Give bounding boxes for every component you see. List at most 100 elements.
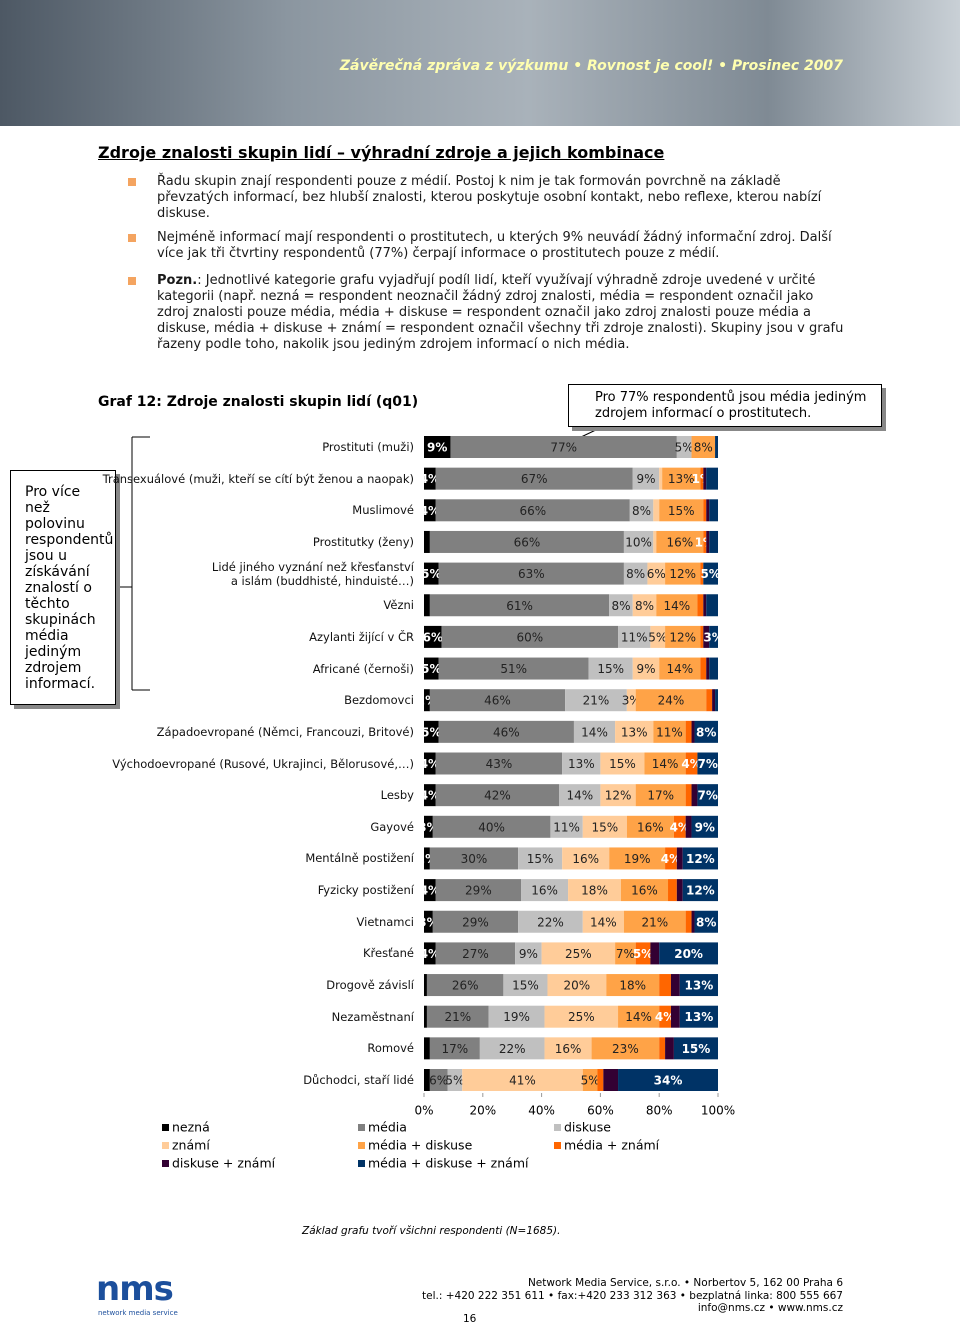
bar-segment — [450, 436, 677, 458]
bar-segment — [691, 436, 716, 458]
legend-swatch — [358, 1142, 365, 1149]
data-label: 42% — [484, 789, 511, 803]
category-label: Bezdomovci — [344, 693, 414, 708]
legend-swatch — [358, 1160, 365, 1167]
bar-segment — [644, 752, 686, 775]
data-label: 66% — [514, 535, 541, 549]
bar-segment — [703, 467, 707, 490]
bar-segment — [424, 689, 430, 712]
data-label: 12% — [669, 630, 696, 644]
data-label: 14% — [666, 662, 693, 676]
data-label: 13% — [685, 979, 714, 993]
data-label: 4% — [420, 504, 440, 518]
legend-label: známí — [172, 1138, 210, 1153]
data-label: 10% — [625, 535, 652, 549]
data-label: 4% — [420, 947, 440, 961]
bar-segment — [503, 974, 548, 997]
x-tick-label: 0% — [414, 1104, 433, 1118]
bar-segment — [615, 942, 636, 965]
bar-segment — [665, 1037, 674, 1060]
category-label: Gayové — [370, 819, 414, 834]
data-label: 63% — [518, 567, 545, 581]
bar-segment — [424, 467, 436, 490]
data-label: 4% — [661, 852, 681, 866]
callout: Pro více než polovinu respondentů jsou u… — [10, 470, 116, 705]
category-label: Transexuálové (muži, kteří se cítí být ž… — [102, 471, 414, 486]
data-label: 8% — [632, 504, 651, 518]
bar-segment — [603, 1069, 619, 1091]
callout-bracket — [116, 436, 150, 691]
bar-segment — [706, 467, 718, 490]
data-label: 17% — [442, 1042, 469, 1056]
x-tick-label: 60% — [587, 1104, 614, 1118]
bar-segment — [653, 530, 657, 553]
data-label: 14% — [566, 789, 593, 803]
bar-segment — [424, 910, 433, 933]
bar-segment — [597, 1069, 604, 1091]
bar-segment — [673, 815, 686, 838]
bar-segment — [659, 974, 671, 997]
bar-segment — [521, 879, 569, 902]
bar-segment — [568, 879, 621, 902]
bar-segment — [462, 1069, 583, 1091]
bar-segment — [635, 784, 686, 807]
data-label: 9% — [695, 820, 715, 834]
bar-segment — [676, 436, 692, 458]
section-heading: Zdroje znalosti skupin lidí – výhradní z… — [98, 143, 665, 162]
bar-segment — [709, 657, 718, 680]
bullet: Řadu skupin znají respondenti pouze z mé… — [128, 174, 847, 222]
data-label: 6% — [429, 1074, 448, 1088]
data-label: 43% — [486, 757, 513, 771]
legend-label: nezná — [172, 1120, 210, 1135]
data-label: 3% — [703, 630, 723, 644]
data-label: 5% — [421, 567, 441, 581]
bar-segment — [679, 974, 718, 997]
bar-segment — [488, 1005, 545, 1028]
bar-segment — [424, 847, 430, 870]
data-label: 19% — [624, 852, 651, 866]
data-label: 21% — [583, 694, 610, 708]
category-label: Vietnamci — [356, 914, 414, 929]
category-label: Azylanti žijící v ČR — [309, 629, 414, 644]
data-label: 15% — [527, 852, 554, 866]
bar-segment — [562, 752, 601, 775]
bar-segment — [479, 1037, 545, 1060]
data-label: 29% — [465, 884, 492, 898]
bar-segment — [700, 562, 704, 585]
bar-segment — [618, 1069, 718, 1091]
data-label: 11% — [553, 820, 580, 834]
bar-segment — [424, 562, 439, 585]
data-label: 6% — [647, 567, 666, 581]
bar-segment — [697, 752, 718, 775]
bar-segment — [550, 815, 583, 838]
legend-swatch — [162, 1124, 169, 1131]
legend-swatch — [358, 1124, 365, 1131]
bar-segment — [588, 657, 633, 680]
data-label: 16% — [666, 535, 693, 549]
data-label: 66% — [519, 504, 546, 518]
category-label: Prostitutky (ženy) — [312, 534, 414, 549]
bar-segment — [623, 562, 648, 585]
bar-segment — [700, 467, 704, 490]
bar-segment — [447, 1069, 463, 1091]
data-label: 9% — [636, 662, 655, 676]
bar-segment — [424, 784, 436, 807]
bar-segment — [706, 530, 710, 553]
data-label: 8% — [635, 599, 654, 613]
data-label: 51% — [500, 662, 527, 676]
bar-segment — [676, 879, 683, 902]
bar-segment — [600, 752, 645, 775]
bar-segment — [659, 467, 663, 490]
data-label: 13% — [685, 1010, 714, 1024]
data-label: 13% — [568, 757, 595, 771]
data-label: 9% — [519, 947, 538, 961]
data-label: 18% — [619, 979, 646, 993]
bar-segment — [582, 815, 627, 838]
bar-segment — [429, 847, 519, 870]
bar-segment — [659, 499, 704, 522]
bar-segment — [653, 720, 686, 743]
bar-segment — [685, 752, 698, 775]
data-label: 5% — [675, 441, 694, 455]
bar-segment — [706, 499, 710, 522]
bar-segment — [632, 467, 660, 490]
